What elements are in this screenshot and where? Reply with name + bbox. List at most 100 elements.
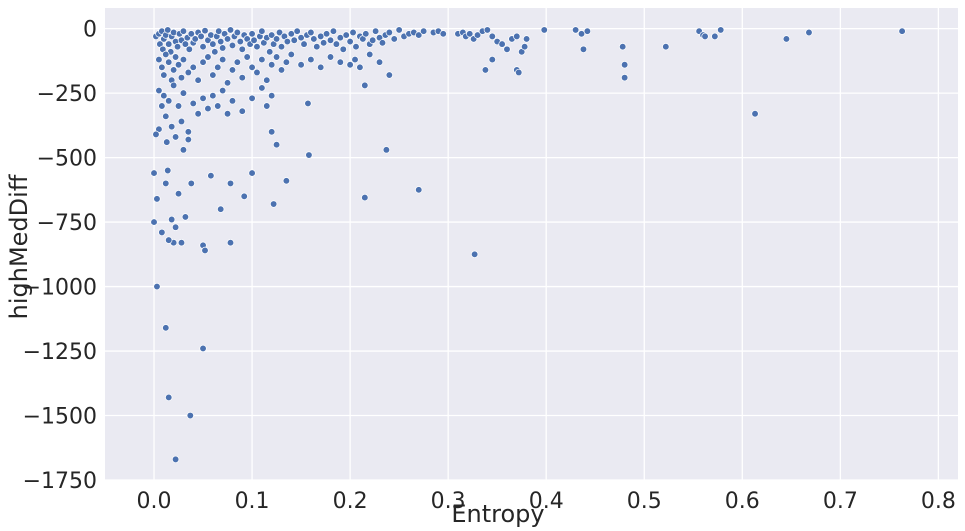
data-point — [329, 27, 338, 35]
data-point — [214, 63, 222, 71]
data-point — [197, 32, 205, 41]
data-point — [307, 28, 315, 37]
data-point — [332, 40, 341, 48]
data-point — [898, 27, 906, 35]
data-point — [805, 28, 813, 37]
x-tick-label: 0.3 — [431, 489, 466, 514]
data-point — [238, 73, 246, 82]
data-point — [201, 246, 209, 255]
data-point — [415, 186, 423, 194]
data-point — [258, 55, 266, 64]
data-point — [385, 28, 393, 37]
data-point — [481, 66, 490, 74]
x-tick-label: 0.8 — [921, 489, 956, 514]
data-point — [174, 190, 183, 198]
data-point — [158, 102, 166, 110]
data-point — [169, 66, 178, 74]
y-tick-label: −750 — [37, 211, 97, 236]
data-point — [583, 27, 592, 35]
data-point — [248, 63, 256, 71]
data-point — [275, 28, 284, 37]
data-point — [258, 84, 266, 92]
data-point — [268, 92, 276, 100]
data-point — [171, 455, 180, 464]
data-point — [238, 45, 246, 53]
data-point — [152, 130, 160, 139]
data-point — [293, 27, 301, 35]
data-point — [701, 32, 709, 41]
data-point — [263, 76, 271, 84]
x-tick-label: 0.2 — [333, 489, 368, 514]
x-axis-label: Entropy — [451, 500, 544, 528]
data-point — [346, 37, 354, 46]
y-tick-label: −1750 — [23, 469, 97, 494]
data-point — [179, 27, 188, 35]
data-point — [153, 282, 161, 291]
data-point — [473, 31, 482, 39]
x-tick-label: 0.6 — [725, 489, 760, 514]
data-point — [233, 58, 242, 66]
data-point — [395, 26, 403, 34]
data-point — [277, 66, 286, 74]
data-point — [165, 236, 173, 244]
data-point — [219, 44, 227, 52]
data-point — [272, 141, 281, 149]
data-point — [268, 61, 276, 69]
data-point — [223, 79, 232, 87]
data-point — [209, 92, 217, 100]
data-point — [277, 43, 286, 51]
data-point — [217, 37, 225, 46]
data-point — [168, 122, 176, 131]
data-point — [199, 58, 207, 66]
data-point — [162, 179, 170, 188]
data-point — [177, 73, 186, 82]
data-point — [165, 97, 173, 105]
data-point — [171, 223, 180, 231]
data-point — [283, 37, 292, 46]
data-point — [385, 71, 393, 79]
data-point — [498, 40, 506, 48]
data-point — [248, 169, 256, 177]
data-point — [356, 63, 364, 71]
data-point — [439, 30, 447, 38]
data-point — [228, 41, 237, 50]
data-point — [204, 53, 212, 61]
data-point — [258, 27, 266, 35]
data-point — [300, 40, 308, 48]
data-point — [155, 86, 163, 95]
data-point — [207, 172, 215, 180]
data-point — [173, 43, 182, 51]
data-point — [226, 26, 235, 34]
data-point — [181, 40, 190, 48]
data-point — [226, 239, 235, 247]
data-point — [369, 36, 377, 44]
data-point — [191, 35, 199, 43]
data-point — [215, 27, 223, 35]
data-point — [620, 61, 629, 69]
data-point — [169, 28, 178, 37]
data-point — [199, 43, 207, 51]
data-point — [351, 55, 359, 64]
data-point — [711, 32, 719, 41]
data-point — [326, 36, 335, 44]
data-point — [228, 66, 237, 74]
data-point — [253, 43, 261, 51]
data-point — [307, 55, 315, 64]
data-point — [488, 55, 496, 64]
data-point — [155, 55, 163, 64]
data-point — [263, 102, 271, 110]
x-tick-label: 0.4 — [529, 489, 564, 514]
data-point — [375, 58, 384, 66]
data-point — [187, 179, 195, 188]
data-point — [305, 151, 313, 159]
data-point — [336, 34, 344, 42]
y-axis-label: highMedDiff — [5, 174, 33, 319]
data-point — [219, 55, 227, 64]
data-point — [488, 32, 496, 41]
data-point — [179, 55, 188, 64]
data-point — [571, 26, 580, 34]
data-point — [164, 26, 172, 34]
data-point — [199, 94, 207, 102]
data-point — [186, 411, 194, 420]
data-point — [466, 30, 474, 38]
